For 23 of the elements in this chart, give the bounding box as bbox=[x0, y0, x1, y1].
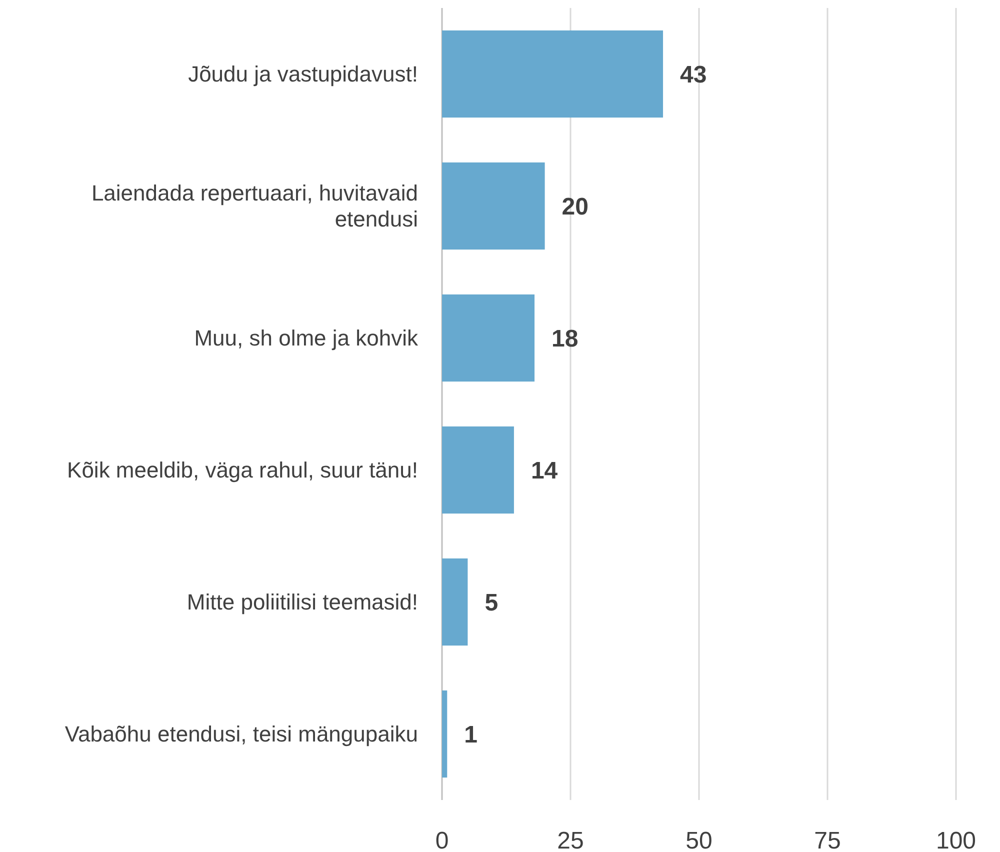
bar bbox=[442, 426, 514, 514]
bar bbox=[442, 690, 448, 778]
x-tick-label: 100 bbox=[936, 827, 976, 852]
y-tick-label: Mitte poliitilisi teemasid! bbox=[186, 590, 418, 615]
x-tick-label: 75 bbox=[814, 827, 841, 852]
data-label: 20 bbox=[562, 193, 589, 220]
bar bbox=[442, 294, 535, 382]
y-tick-label: Muu, sh olme ja kohvik bbox=[194, 326, 419, 351]
y-tick-label: Jõudu ja vastupidavust! bbox=[188, 62, 418, 87]
x-tick-label: 50 bbox=[686, 827, 712, 852]
bar bbox=[442, 558, 468, 646]
y-tick-label: Kõik meeldib, väga rahul, suur tänu! bbox=[67, 458, 418, 483]
bar bbox=[442, 162, 545, 250]
data-label: 1 bbox=[464, 721, 478, 748]
y-tick-label: Laiendada repertuaari, huvitavaid etendusi bbox=[91, 180, 418, 232]
data-label: 14 bbox=[530, 457, 558, 484]
y-tick-label: Vabaõhu etendusi, teisi mängupaiku bbox=[64, 722, 418, 747]
x-tick-label: 0 bbox=[435, 827, 449, 852]
data-label: 5 bbox=[484, 589, 498, 616]
x-tick-label: 25 bbox=[557, 827, 584, 852]
data-label: 43 bbox=[680, 61, 707, 88]
data-label: 18 bbox=[552, 325, 578, 352]
bar bbox=[442, 30, 664, 118]
